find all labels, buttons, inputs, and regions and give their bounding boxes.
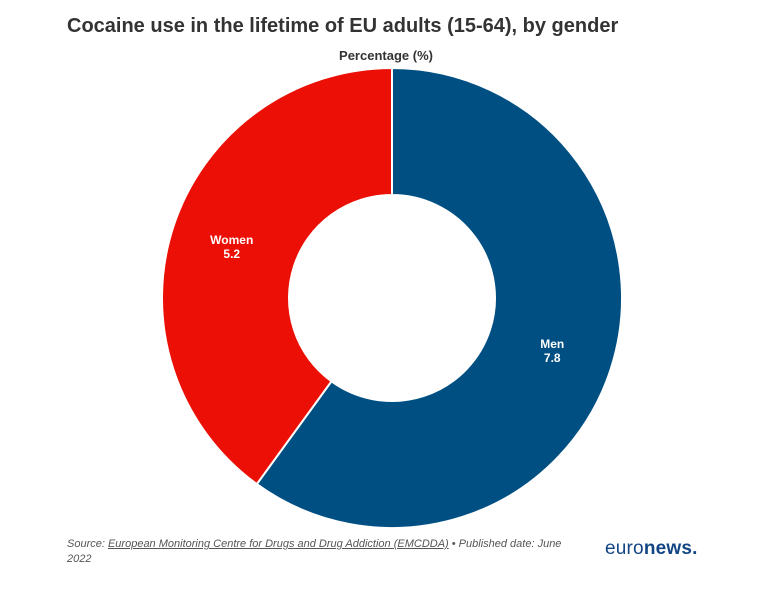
source-link[interactable]: European Monitoring Centre for Drugs and… xyxy=(107,538,449,550)
slice-women-value: 5.2 xyxy=(223,247,240,261)
chart-title: Cocaine use in the lifetime of EU adults… xyxy=(67,15,619,37)
slice-women[interactable] xyxy=(161,66,393,486)
chart-subtitle: Percentage (%) xyxy=(339,48,433,63)
slice-men-value: 7.8 xyxy=(544,351,561,365)
slice-men-label: Men xyxy=(540,337,564,351)
logo-part-news: news. xyxy=(643,538,698,559)
slice-men[interactable] xyxy=(255,66,623,529)
source-note: Source: European Monitoring Centre for D… xyxy=(67,537,587,567)
logo-part-euro: euro xyxy=(605,538,644,559)
published-date: • Published date: June 2022 xyxy=(67,538,562,565)
slice-women-label: Women xyxy=(210,233,253,247)
euronews-logo: euronews. xyxy=(605,538,698,560)
source-prefix: Source: xyxy=(67,538,108,550)
